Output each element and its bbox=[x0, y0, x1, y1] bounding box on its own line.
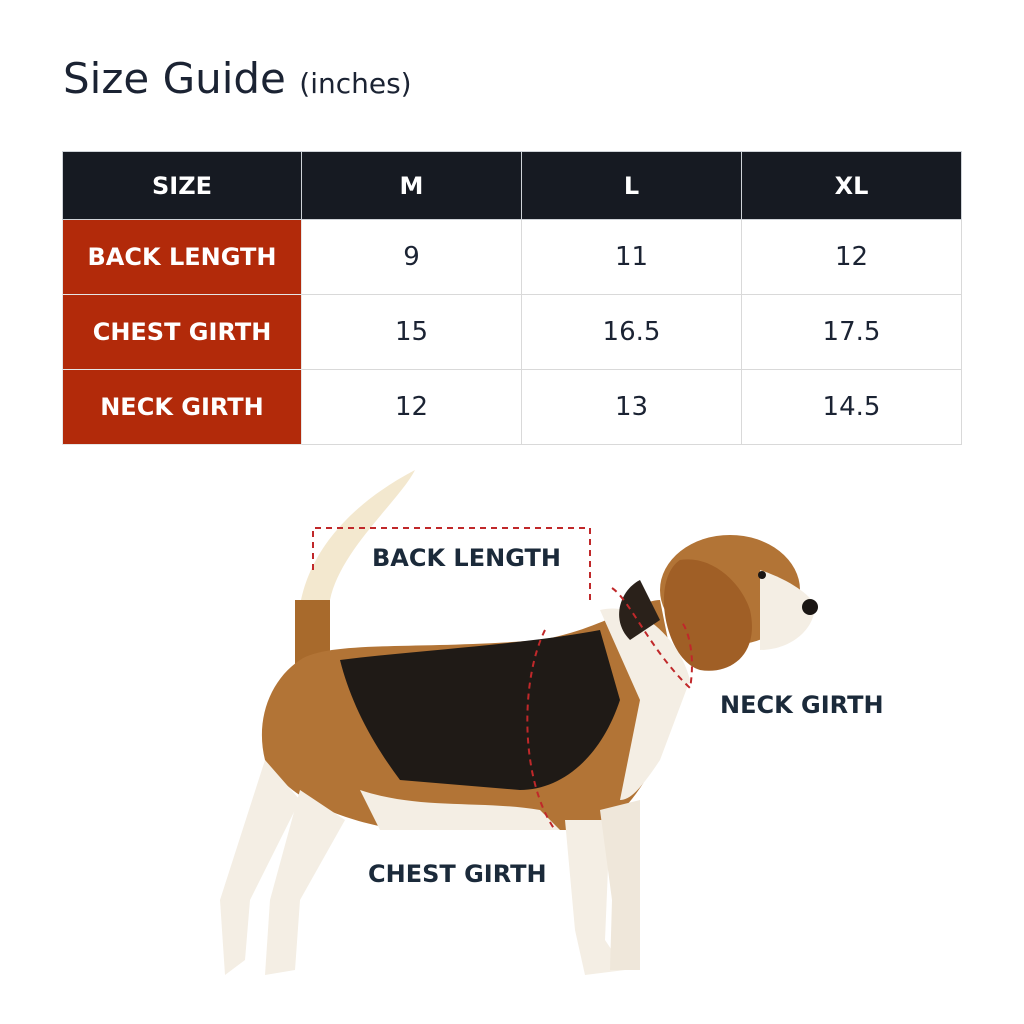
guide-lines bbox=[312, 527, 693, 831]
front-leg bbox=[565, 820, 625, 975]
saddle bbox=[340, 630, 620, 790]
size-table: SIZE M L XL BACK LENGTH 9 11 12 CHEST GI… bbox=[62, 151, 962, 445]
cell: 13 bbox=[521, 369, 742, 445]
muzzle bbox=[760, 570, 815, 650]
cell: 17.5 bbox=[741, 294, 962, 370]
chest bbox=[600, 608, 690, 800]
back-length-guide bbox=[312, 527, 591, 600]
neck-patch bbox=[619, 580, 660, 640]
neck-girth-guide bbox=[611, 587, 693, 691]
nose bbox=[802, 599, 818, 615]
header-size: SIZE bbox=[62, 151, 302, 220]
cell: 15 bbox=[301, 294, 522, 370]
cell: 12 bbox=[741, 219, 962, 295]
cell: 11 bbox=[521, 219, 742, 295]
hind-leg bbox=[265, 790, 345, 975]
page-title: Size Guide (inches) bbox=[63, 54, 412, 103]
eye bbox=[758, 571, 766, 579]
title-text: Size Guide bbox=[63, 54, 286, 103]
header-l: L bbox=[521, 151, 742, 220]
belly bbox=[360, 790, 560, 830]
row-label: CHEST GIRTH bbox=[62, 294, 302, 370]
table-row: BACK LENGTH 9 11 12 bbox=[62, 219, 962, 295]
table-row: CHEST GIRTH 15 16.5 17.5 bbox=[62, 294, 962, 370]
chest-girth-label: CHEST GIRTH bbox=[368, 860, 547, 888]
cell: 14.5 bbox=[741, 369, 962, 445]
table-row: NECK GIRTH 12 13 14.5 bbox=[62, 369, 962, 445]
row-label: BACK LENGTH bbox=[62, 219, 302, 295]
chest-girth-guide bbox=[526, 629, 556, 831]
cell: 16.5 bbox=[521, 294, 742, 370]
back-length-label: BACK LENGTH bbox=[372, 544, 561, 572]
ear bbox=[663, 559, 752, 671]
header-m: M bbox=[301, 151, 522, 220]
front-leg bbox=[600, 800, 640, 970]
cell: 12 bbox=[301, 369, 522, 445]
neck-girth-label: NECK GIRTH bbox=[720, 691, 884, 719]
beagle-illustration bbox=[220, 470, 818, 975]
hind-leg bbox=[220, 760, 300, 975]
unit-text: (inches) bbox=[299, 67, 412, 100]
header-xl: XL bbox=[741, 151, 962, 220]
row-label: NECK GIRTH bbox=[62, 369, 302, 445]
cell: 9 bbox=[301, 219, 522, 295]
table-header-row: SIZE M L XL bbox=[62, 151, 962, 220]
